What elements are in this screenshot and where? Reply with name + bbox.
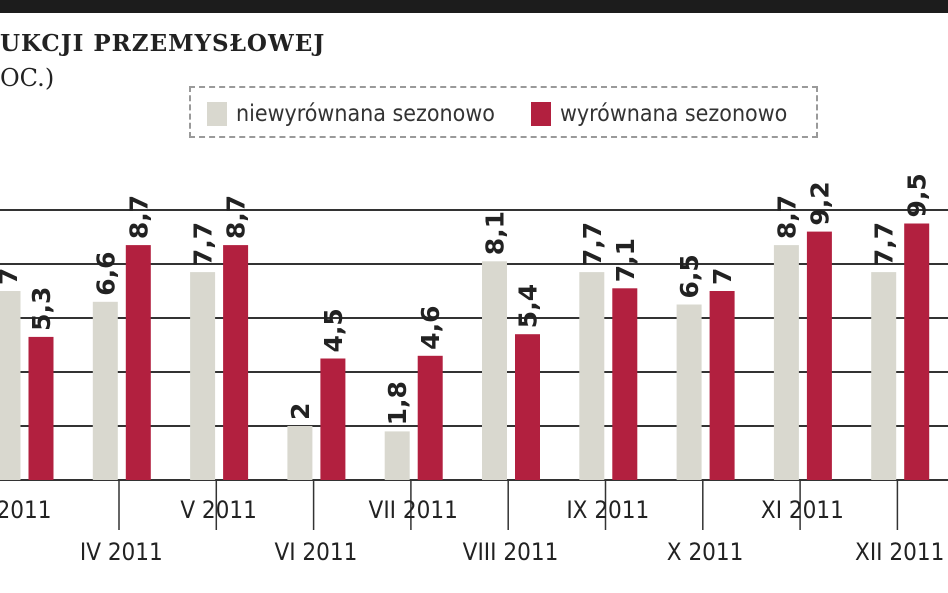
legend-label-adjusted: wyrównana sezonowo xyxy=(560,101,788,127)
data-label: 8,7 xyxy=(124,195,153,239)
data-label: 8,7 xyxy=(222,195,251,239)
bar-unadjusted xyxy=(92,301,118,480)
data-label: 5,4 xyxy=(514,284,543,328)
bar-unadjusted xyxy=(287,426,313,480)
data-label: 7,7 xyxy=(189,222,218,266)
bar-unadjusted xyxy=(676,304,702,480)
data-label: 9,5 xyxy=(903,173,932,217)
data-label: 6,5 xyxy=(675,254,704,298)
bar-adjusted xyxy=(28,336,54,480)
bar-adjusted xyxy=(515,334,540,480)
legend-item-adjusted: wyrównana sezonowo xyxy=(531,101,787,127)
data-label: 7,1 xyxy=(611,238,640,282)
bar-unadjusted xyxy=(773,245,799,480)
bar-unadjusted xyxy=(579,272,605,480)
data-label: 4,6 xyxy=(416,306,445,350)
data-label: 6,6 xyxy=(91,252,120,296)
x-tick-label: VIII 2011 xyxy=(463,538,559,566)
data-label: 2 xyxy=(286,403,315,420)
x-tick-label: X 2011 xyxy=(667,538,744,566)
data-label: 5,3 xyxy=(27,287,56,331)
x-tick-label: XII 2011 xyxy=(855,538,944,566)
bar-adjusted xyxy=(904,223,930,480)
bar-adjusted xyxy=(806,231,832,480)
bar-unadjusted xyxy=(0,291,21,480)
data-label: 7,7 xyxy=(870,222,899,266)
legend-label-unadjusted: niewyrównana sezonowo xyxy=(236,101,495,127)
bar-unadjusted xyxy=(871,272,897,480)
x-tick-label: 2011 xyxy=(0,496,51,524)
bar-adjusted xyxy=(709,291,735,480)
data-label: 8,7 xyxy=(772,195,801,239)
legend-item-unadjusted: niewyrównana sezonowo xyxy=(207,101,495,127)
data-label: 7 xyxy=(0,268,23,285)
legend-swatch-unadjusted xyxy=(207,102,227,126)
x-tick-label: VI 2011 xyxy=(274,538,357,566)
legend-swatch-adjusted xyxy=(531,102,551,126)
bar-adjusted xyxy=(223,245,249,480)
chart-title: UKCJI PRZEMYSŁOWEJ xyxy=(0,30,326,57)
bar-adjusted xyxy=(125,245,151,480)
bar-unadjusted xyxy=(482,261,507,480)
x-tick-label: XI 2011 xyxy=(761,496,844,524)
data-label: 8,1 xyxy=(481,211,510,255)
top-border-bar xyxy=(0,0,948,13)
bar-adjusted xyxy=(612,288,638,480)
bar-unadjusted xyxy=(190,272,216,480)
x-tick-label: VII 2011 xyxy=(369,496,458,524)
data-label: 4,5 xyxy=(319,308,348,352)
chart-legend: niewyrównana sezonowo wyrównana sezonowo xyxy=(189,86,818,138)
x-tick-label: IX 2011 xyxy=(566,496,649,524)
x-tick-label: V 2011 xyxy=(180,496,257,524)
data-label: 1,8 xyxy=(383,381,412,425)
bar-unadjusted xyxy=(384,431,410,480)
data-label: 7 xyxy=(708,268,737,285)
data-label: 9,2 xyxy=(805,181,834,225)
chart-subtitle: OC.) xyxy=(0,64,55,92)
x-tick-label: IV 2011 xyxy=(80,538,163,566)
bar-adjusted xyxy=(320,358,346,480)
data-label: 7,7 xyxy=(578,222,607,266)
bar-adjusted xyxy=(417,355,443,480)
